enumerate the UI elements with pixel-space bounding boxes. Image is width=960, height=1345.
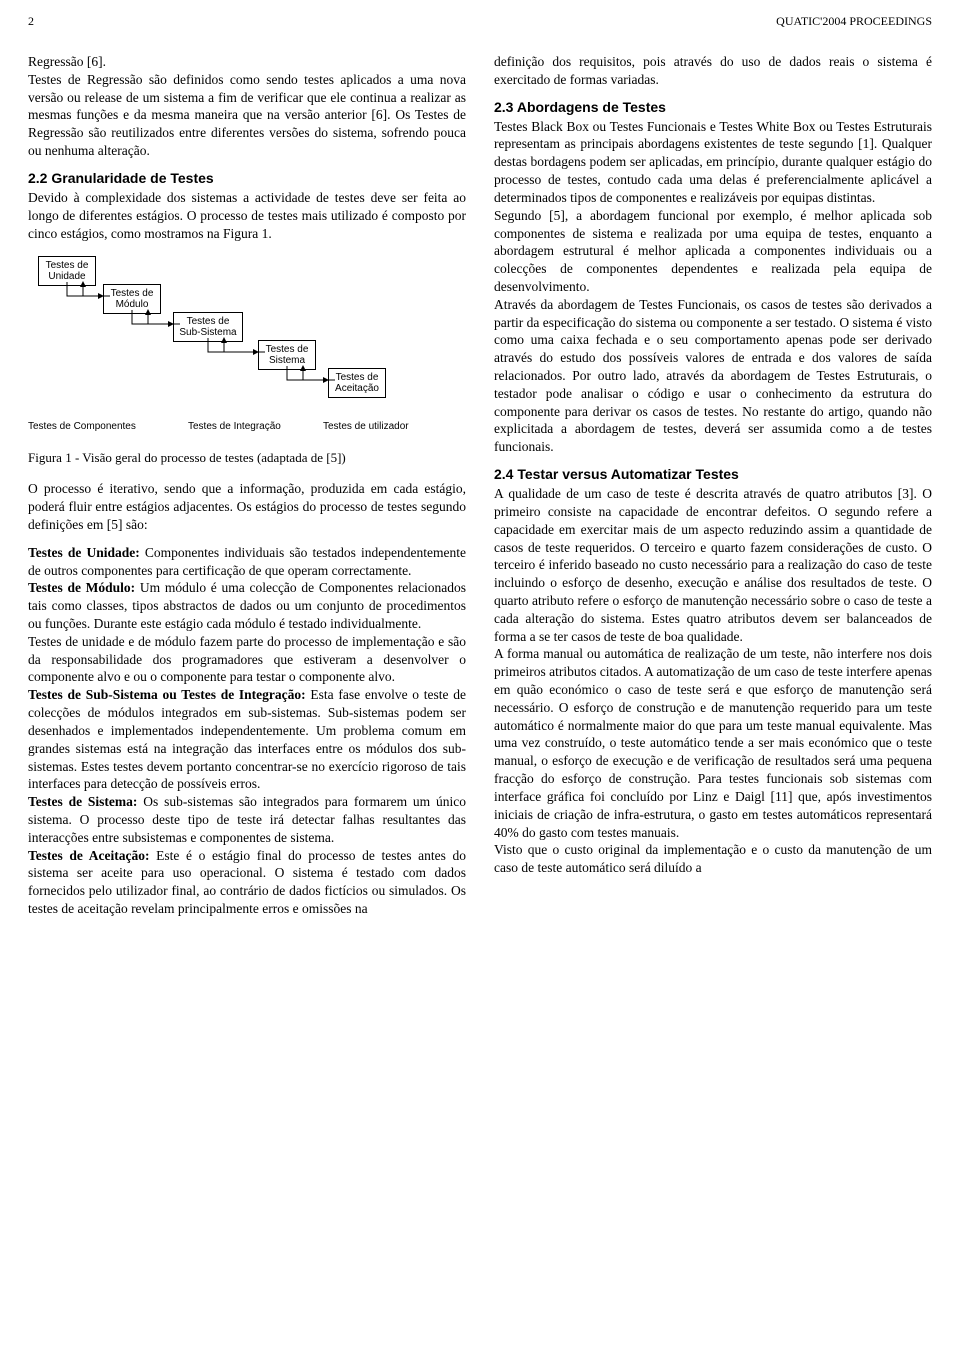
page-number: 2 bbox=[28, 14, 34, 29]
def-subsistema-label: Testes de Sub-Sistema ou Testes de Integ… bbox=[28, 687, 306, 702]
after-figure-paragraph: O processo é iterativo, sendo que a info… bbox=[28, 480, 466, 533]
box-sistema: Testes deSistema bbox=[258, 340, 316, 370]
proceedings-title: QUATIC'2004 PROCEEDINGS bbox=[776, 14, 932, 29]
box-modulo: Testes deMódulo bbox=[103, 284, 161, 314]
def-unidade: Testes de Unidade: Componentes individua… bbox=[28, 544, 466, 580]
section-2-4-p1: A qualidade de um caso de teste é descri… bbox=[494, 485, 932, 645]
section-2-4-p3: Visto que o custo original da implementa… bbox=[494, 841, 932, 877]
def-aceitacao: Testes de Aceitação: Este é o estágio fi… bbox=[28, 847, 466, 918]
label-integracao: Testes de Integração bbox=[188, 421, 281, 432]
def-modulo: Testes de Módulo: Um módulo é uma colecç… bbox=[28, 579, 466, 632]
box-unidade: Testes deUnidade bbox=[38, 256, 96, 286]
def-modulo-label: Testes de Módulo: bbox=[28, 580, 135, 595]
def-um-extra: Testes de unidade e de módulo fazem part… bbox=[28, 633, 466, 686]
def-aceitacao-label: Testes de Aceitação: bbox=[28, 848, 149, 863]
section-2-3-p1: Testes Black Box ou Testes Funcionais e … bbox=[494, 118, 932, 207]
section-2-2-title: 2.2 Granularidade de Testes bbox=[28, 170, 466, 186]
section-2-4-p2: A forma manual ou automática de realizaç… bbox=[494, 645, 932, 841]
def-subsistema-text: Esta fase envolve o teste de colecções d… bbox=[28, 687, 466, 791]
section-2-3-p3: Através da abordagem de Testes Funcionai… bbox=[494, 296, 932, 456]
right-top-continuation: definição dos requisitos, pois através d… bbox=[494, 53, 932, 89]
def-subsistema: Testes de Sub-Sistema ou Testes de Integ… bbox=[28, 686, 466, 793]
regression-paragraph: Testes de Regressão são definidos como s… bbox=[28, 71, 466, 160]
box-subsistema: Testes deSub-Sistema bbox=[173, 312, 243, 342]
def-sistema-label: Testes de Sistema: bbox=[28, 794, 137, 809]
label-componentes: Testes de Componentes bbox=[28, 421, 136, 432]
section-2-3-p2: Segundo [5], a abordagem funcional por e… bbox=[494, 207, 932, 296]
left-column: Regressão [6]. Testes de Regressão são d… bbox=[28, 53, 466, 918]
figure-1-caption: Figura 1 - Visão geral do processo de te… bbox=[28, 450, 466, 466]
section-2-3-title: 2.3 Abordagens de Testes bbox=[494, 99, 932, 115]
page-header: 2 QUATIC'2004 PROCEEDINGS bbox=[28, 14, 932, 29]
section-2-4-title: 2.4 Testar versus Automatizar Testes bbox=[494, 466, 932, 482]
section-2-2-p1: Devido à complexidade dos sistemas a act… bbox=[28, 189, 466, 242]
box-aceitacao: Testes deAceitação bbox=[328, 368, 386, 398]
lead-line: Regressão [6]. bbox=[28, 53, 466, 71]
flowchart: Testes deUnidade Testes deMódulo Testes … bbox=[28, 256, 458, 446]
right-column: definição dos requisitos, pois através d… bbox=[494, 53, 932, 918]
label-utilizador: Testes de utilizador bbox=[323, 421, 409, 432]
def-sistema: Testes de Sistema: Os sub-sistemas são i… bbox=[28, 793, 466, 846]
def-unidade-label: Testes de Unidade: bbox=[28, 545, 140, 560]
two-column-body: Regressão [6]. Testes de Regressão são d… bbox=[28, 53, 932, 918]
figure-1: Testes deUnidade Testes deMódulo Testes … bbox=[28, 256, 466, 466]
